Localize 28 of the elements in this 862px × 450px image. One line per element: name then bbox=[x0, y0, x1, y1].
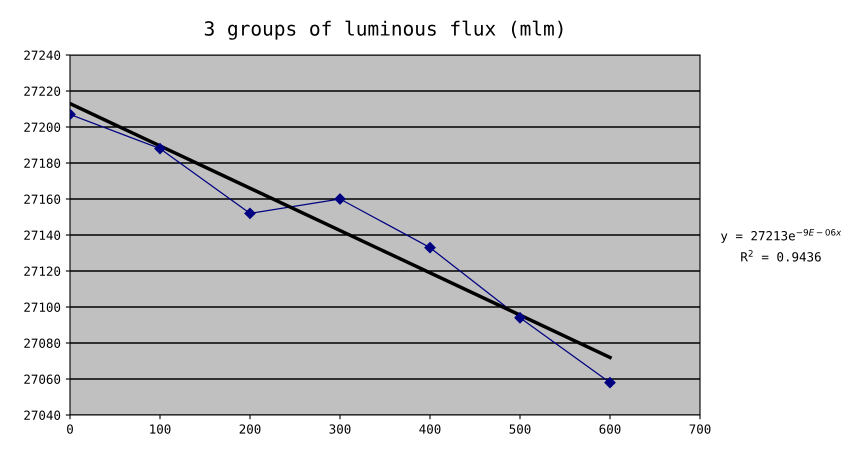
text: R$^{2}$ = 0.9436 bbox=[741, 250, 821, 262]
point bbox=[424, 242, 436, 254]
x-tick-label: 400 bbox=[419, 424, 440, 434]
y-tick-label: 27220 bbox=[24, 86, 60, 96]
y-tick-label: 27100 bbox=[24, 302, 60, 312]
y-tick-label: 27120 bbox=[24, 266, 60, 276]
point bbox=[514, 312, 526, 324]
point bbox=[154, 142, 166, 154]
y-tick-label: 27180 bbox=[24, 158, 60, 168]
y-tick-label: 27160 bbox=[24, 194, 60, 204]
y-tick-label: 27060 bbox=[24, 374, 60, 384]
y-tick-label: 27080 bbox=[24, 338, 60, 348]
y-tick-label: 27240 bbox=[24, 50, 60, 60]
text: y = 27213e$^{−9E−06x}$ bbox=[721, 229, 842, 243]
point bbox=[604, 376, 616, 388]
x-tick-label: 600 bbox=[600, 424, 620, 434]
point bbox=[244, 208, 256, 220]
x-tick-label: 700 bbox=[690, 424, 710, 434]
y-tick-label: 27040 bbox=[24, 410, 60, 420]
chart-title: 3 groups of luminous flux (mlm) bbox=[204, 20, 562, 40]
x-tick-label: 0 bbox=[67, 424, 73, 434]
x-tick-label: 300 bbox=[330, 424, 350, 434]
x-tick-label: 500 bbox=[510, 424, 530, 434]
y-tick-label: 27140 bbox=[24, 230, 60, 240]
y-tick-label: 27200 bbox=[24, 122, 60, 132]
x-tick-label: 200 bbox=[240, 424, 260, 434]
x-tick-label: 100 bbox=[150, 424, 170, 434]
point bbox=[334, 193, 346, 205]
